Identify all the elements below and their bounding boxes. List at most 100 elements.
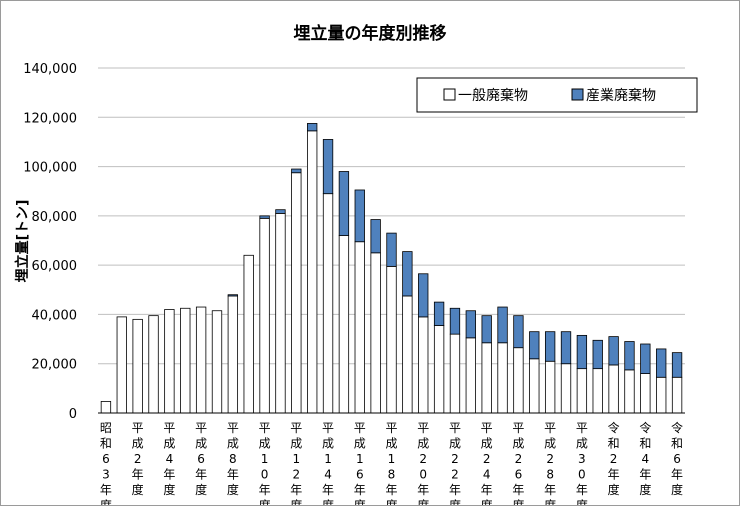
legend-label-general-waste: 一般廃棄物: [458, 87, 528, 104]
x-tick-label: 平成 2 年度: [132, 421, 144, 497]
legend-swatch-general-waste: [443, 88, 456, 101]
bar-general-waste: [370, 252, 381, 414]
bar-industrial-waste: [370, 219, 381, 254]
y-tick-label: 120,000: [23, 111, 77, 126]
bar-industrial-waste: [307, 123, 318, 132]
bar-industrial-waste: [338, 171, 350, 236]
x-tick-label: 令和 6 年度: [671, 420, 683, 497]
bar-general-waste: [291, 172, 302, 414]
x-tick-label: 平成 4 年度: [163, 421, 175, 497]
bar-general-waste: [132, 318, 143, 414]
bar-industrial-waste: [560, 331, 572, 365]
x-tick-label: 昭和63年度: [100, 421, 112, 505]
bar-industrial-waste: [592, 339, 603, 370]
bar-general-waste: [116, 316, 127, 414]
y-axis-ticks: 0 20,000 40,000 60,000 80,000 100,000 120,000 1…: [23, 62, 77, 422]
x-tick-label: 平成28年度: [544, 421, 556, 505]
y-tick-label: 100,000: [23, 161, 77, 176]
bar-general-waste: [449, 333, 461, 414]
y-axis-label: 埋立量[トン]: [14, 200, 31, 283]
bar-general-waste: [529, 358, 540, 414]
bar-general-waste: [211, 310, 223, 414]
x-tick-label: 平成30年度: [576, 421, 588, 505]
bar-industrial-waste: [275, 209, 286, 214]
bar-general-waste: [148, 315, 159, 414]
y-tick-label: 40,000: [32, 308, 78, 323]
bar-general-waste: [671, 376, 683, 414]
bar-industrial-waste: [513, 315, 524, 349]
legend-swatch-industrial-waste: [571, 88, 584, 101]
legend-box: [416, 77, 698, 113]
bar-general-waste: [465, 337, 476, 414]
bar-industrial-waste: [576, 334, 588, 370]
bar-general-waste: [418, 316, 429, 414]
chart-title: 埋立量の年度別推移: [294, 23, 447, 44]
bar-industrial-waste: [227, 294, 239, 297]
bar-general-waste: [544, 360, 556, 414]
x-tick-label: 平成22年度: [449, 421, 461, 505]
bar-general-waste: [402, 295, 413, 414]
y-tick-label: 60,000: [32, 259, 78, 274]
bar-general-waste: [354, 241, 365, 414]
bar-general-waste: [307, 130, 318, 414]
bar-industrial-waste: [259, 215, 270, 219]
bar-industrial-waste: [291, 168, 302, 174]
bar-general-waste: [180, 307, 191, 414]
bar-general-waste: [608, 364, 619, 414]
bar-industrial-waste: [433, 301, 445, 326]
bar-general-waste: [275, 212, 286, 414]
bar-general-waste: [433, 325, 445, 414]
bar-general-waste: [513, 347, 524, 414]
bar-general-waste: [576, 368, 588, 414]
y-tick-label: 140,000: [23, 62, 77, 77]
bars: [100, 123, 683, 414]
bar-general-waste: [592, 368, 603, 414]
x-tick-label: 平成16年度: [354, 421, 366, 505]
bar-general-waste: [338, 235, 350, 414]
bar-industrial-waste: [418, 273, 429, 318]
bar-industrial-waste: [544, 331, 556, 362]
x-tick-label: 平成24年度: [481, 421, 493, 505]
x-tick-label: 平成18年度: [385, 421, 397, 505]
bar-general-waste: [243, 254, 254, 414]
bar-industrial-waste: [354, 189, 365, 243]
bar-industrial-waste: [402, 251, 413, 297]
bar-general-waste: [656, 376, 667, 414]
bar-general-waste: [624, 369, 635, 414]
bar-general-waste: [560, 363, 572, 414]
bar-industrial-waste: [497, 306, 508, 344]
x-tick-label: 平成10年度: [259, 421, 271, 505]
bar-general-waste: [227, 295, 239, 414]
bar-industrial-waste: [386, 232, 397, 267]
bar-industrial-waste: [481, 315, 492, 344]
bar-general-waste: [481, 342, 492, 414]
bar-industrial-waste: [624, 341, 635, 371]
bar-general-waste: [100, 401, 112, 414]
x-tick-label: 平成 8 年度: [227, 421, 239, 497]
bar-industrial-waste: [640, 343, 651, 374]
bar-industrial-waste: [656, 348, 667, 378]
bar-industrial-waste: [322, 139, 334, 195]
bar-general-waste: [195, 306, 207, 414]
y-tick-label: 0: [69, 407, 77, 422]
y-tick-label: 20,000: [32, 358, 78, 373]
bar-general-waste: [640, 373, 651, 414]
bar-industrial-waste: [529, 331, 540, 360]
bar-industrial-waste: [671, 352, 683, 378]
bar-general-waste: [259, 217, 270, 414]
x-tick-label: 平成20年度: [417, 421, 429, 505]
x-tick-label: 令和 2 年度: [608, 420, 620, 497]
y-tick-label: 80,000: [32, 210, 78, 225]
bar-industrial-waste: [449, 307, 461, 335]
bar-industrial-waste: [608, 336, 619, 366]
x-tick-label: 平成 6 年度: [195, 421, 207, 497]
x-tick-label: 平成26年度: [512, 421, 524, 505]
bar-general-waste: [386, 265, 397, 414]
bar-general-waste: [322, 193, 334, 414]
bar-general-waste: [497, 342, 508, 414]
x-tick-label: 平成14年度: [322, 421, 334, 505]
bar-industrial-waste: [465, 310, 476, 339]
